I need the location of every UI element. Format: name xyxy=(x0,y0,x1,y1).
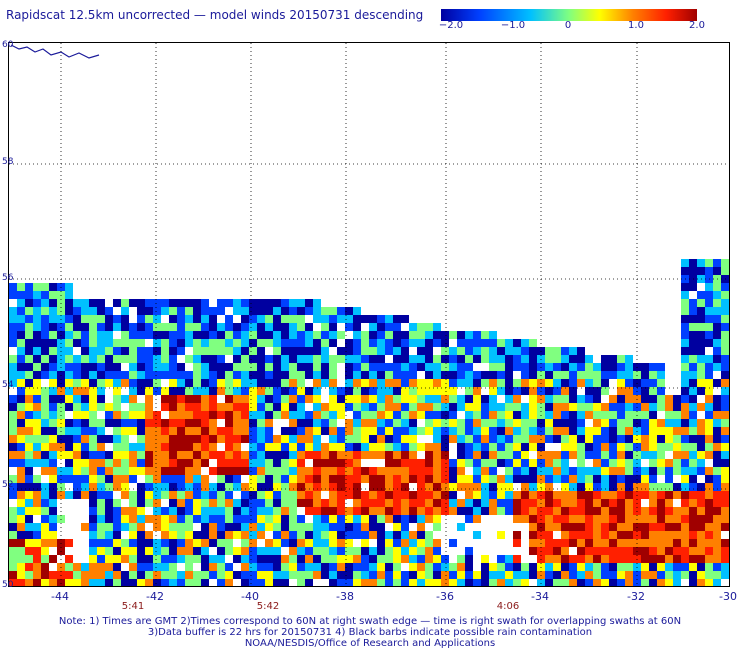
colorbar-tick-label: −2.0 xyxy=(438,20,464,31)
lon-label: -42 xyxy=(146,590,164,603)
lon-label: -34 xyxy=(531,590,549,603)
colorbar-tick-label: 0 xyxy=(564,20,572,31)
swath-time: 5:41 xyxy=(121,601,145,612)
lat-label: 50 xyxy=(2,580,14,590)
wind-map-plot xyxy=(8,42,730,587)
colorbar-tick-label: 2.0 xyxy=(689,20,705,31)
note-line: 3)Data buffer is 22 hrs for 20150731 4) … xyxy=(147,627,593,638)
swath-time: 5:42 xyxy=(256,601,280,612)
lat-label: 58 xyxy=(2,157,14,167)
swath-time: 4:06 xyxy=(496,601,520,612)
lat-label: 56 xyxy=(2,273,14,283)
lat-label: 54 xyxy=(2,380,14,390)
colorbar xyxy=(441,9,697,21)
lon-label: -44 xyxy=(51,590,69,603)
note-line: Note: 1) Times are GMT 2)Times correspon… xyxy=(58,616,682,627)
map-title: Rapidscat 12.5km uncorrected — model win… xyxy=(6,8,424,22)
wind-field-grid xyxy=(9,43,729,587)
colorbar-tick-label: 1.0 xyxy=(628,20,644,31)
colorbar-tick-label: −1.0 xyxy=(500,20,526,31)
lat-label: 60 xyxy=(2,40,14,50)
lon-label: -38 xyxy=(336,590,354,603)
lon-label: -36 xyxy=(436,590,454,603)
note-line: NOAA/NESDIS/Office of Research and Appli… xyxy=(244,638,496,649)
lat-label: 52 xyxy=(2,480,14,490)
lon-label: -32 xyxy=(627,590,645,603)
lon-label: -30 xyxy=(719,590,737,603)
lon-label: -40 xyxy=(241,590,259,603)
